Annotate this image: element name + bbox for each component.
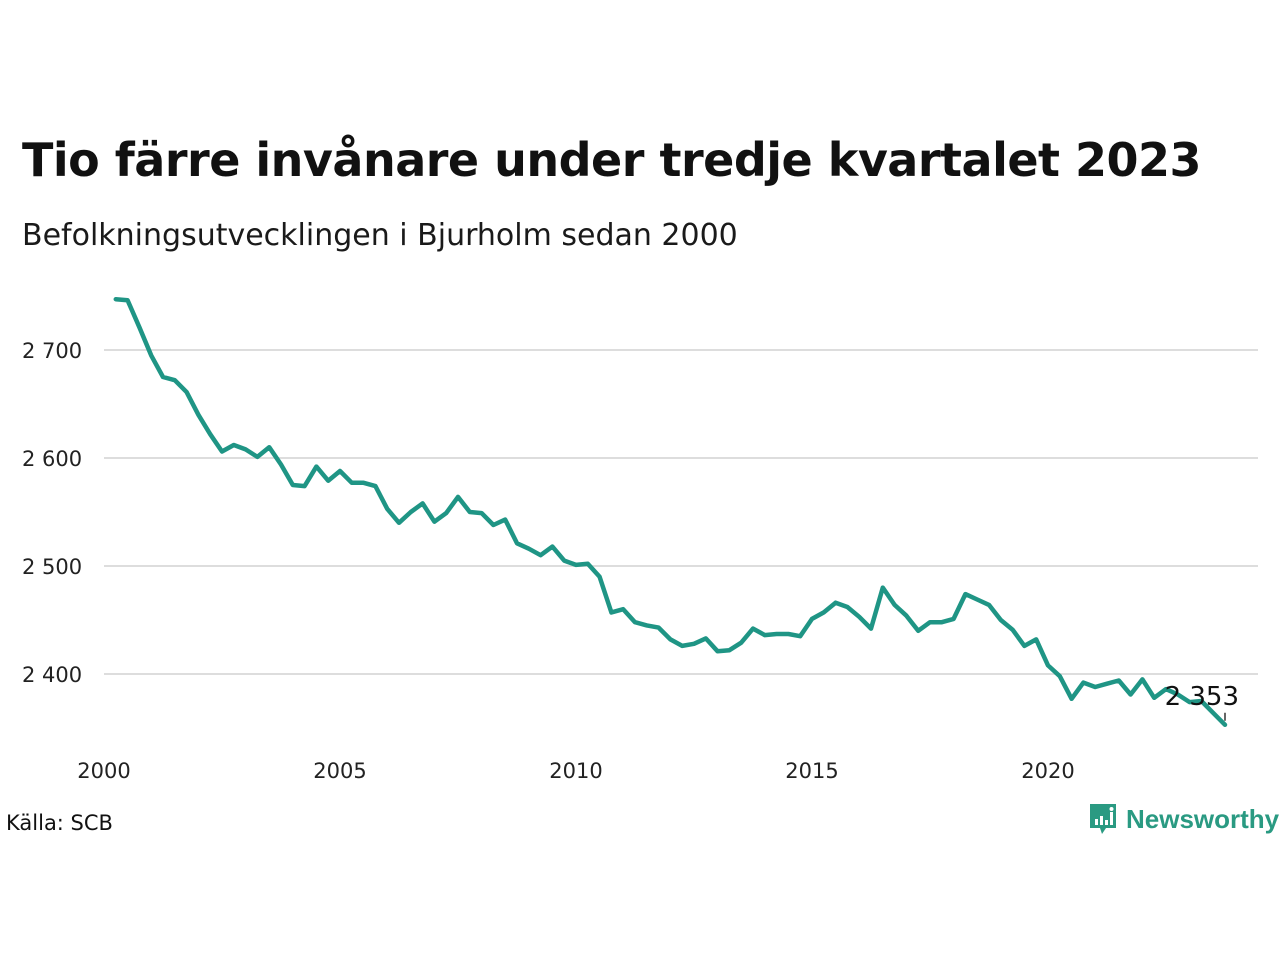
brand-name: Newsworthy (1126, 803, 1280, 834)
annotation-layer: 2 353 (1165, 682, 1239, 721)
y-tick-label: 2 600 (22, 447, 82, 471)
chart-subtitle: Befolkningsutvecklingen i Bjurholm sedan… (22, 218, 738, 253)
x-tick-label: 2015 (785, 759, 838, 783)
gridlines (104, 349, 1258, 675)
y-axis-ticks: 2 400 2 500 2 600 2 700 (22, 339, 82, 687)
series-layer (113, 296, 1228, 728)
x-tick-label: 2020 (1021, 759, 1074, 783)
series-line (113, 296, 1228, 728)
y-tick-label: 2 500 (22, 555, 82, 579)
x-axis-ticks: 2000 2005 2010 2015 2020 (77, 759, 1074, 783)
x-tick-label: 2000 (77, 759, 130, 783)
y-tick-label: 2 700 (22, 339, 82, 363)
chart-title: Tio färre invånare under tredje kvartale… (22, 133, 1202, 187)
x-tick-label: 2005 (313, 759, 366, 783)
brand-logo[interactable]: Newsworthy (1088, 802, 1279, 836)
newsworthy-logo-icon (1090, 804, 1116, 834)
y-tick-label: 2 400 (22, 663, 82, 687)
end-value-label: 2 353 (1165, 682, 1239, 712)
line-chart: 2 400 2 500 2 600 2 700 2000 2005 2010 2015 202… (22, 296, 1258, 783)
x-tick-label: 2010 (549, 759, 602, 783)
source-note: Källa: SCB (6, 811, 113, 835)
